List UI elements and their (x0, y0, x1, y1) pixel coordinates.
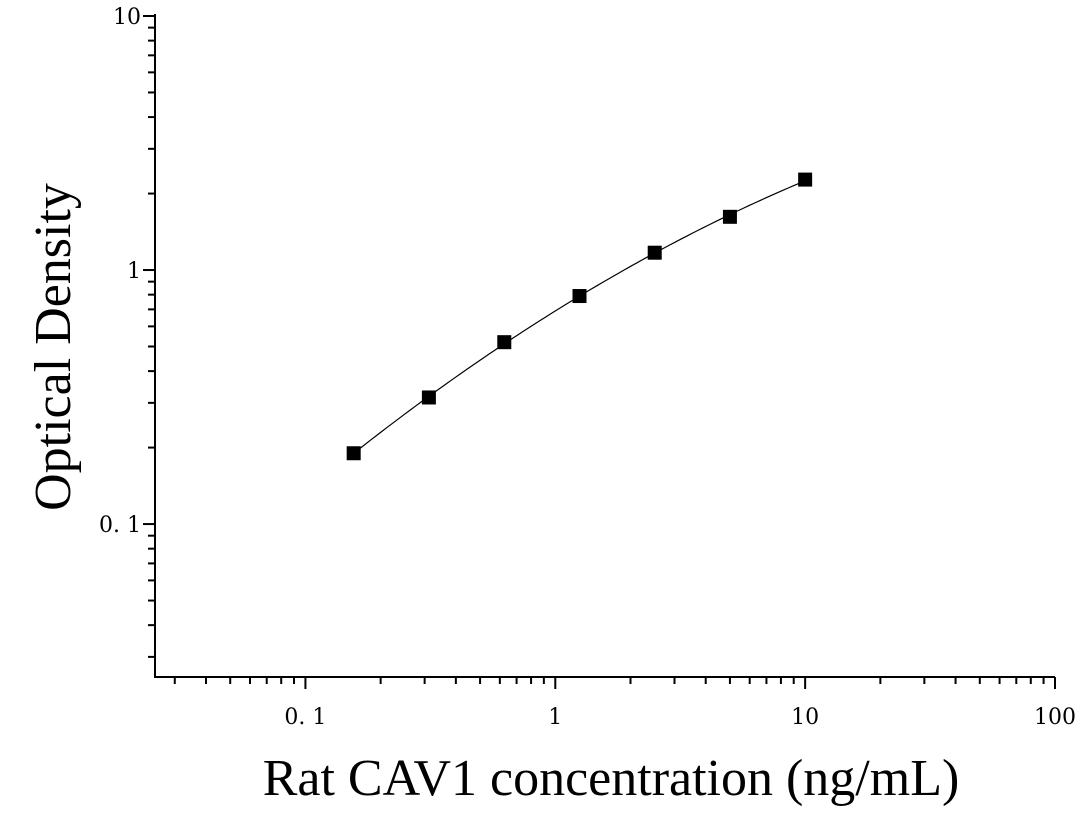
data-point (798, 172, 813, 187)
data-markers (346, 172, 813, 461)
fit-curve (353, 180, 806, 454)
data-point (346, 446, 361, 461)
y-axis-title: Optical Density (25, 183, 82, 511)
ticks (143, 15, 1056, 689)
data-point (722, 209, 737, 224)
axes (154, 14, 1055, 678)
y-tick-label: 0. 1 (99, 513, 141, 538)
x-tick-label: 1 (548, 705, 562, 730)
data-point (497, 335, 512, 350)
x-tick-label: 10 (791, 705, 819, 730)
data-point (572, 289, 587, 304)
tick-labels: 0. 1 1 10 100 0. 1 1 10 (99, 5, 1076, 730)
y-tick-label: 10 (113, 5, 141, 30)
data-point (421, 390, 436, 405)
y-tick-label: 1 (127, 259, 141, 284)
x-axis-title: Rat CAV1 concentration (ng/mL) (263, 750, 960, 807)
x-tick-label: 0. 1 (284, 705, 326, 730)
x-tick-label: 100 (1034, 705, 1076, 730)
data-point (647, 245, 662, 260)
